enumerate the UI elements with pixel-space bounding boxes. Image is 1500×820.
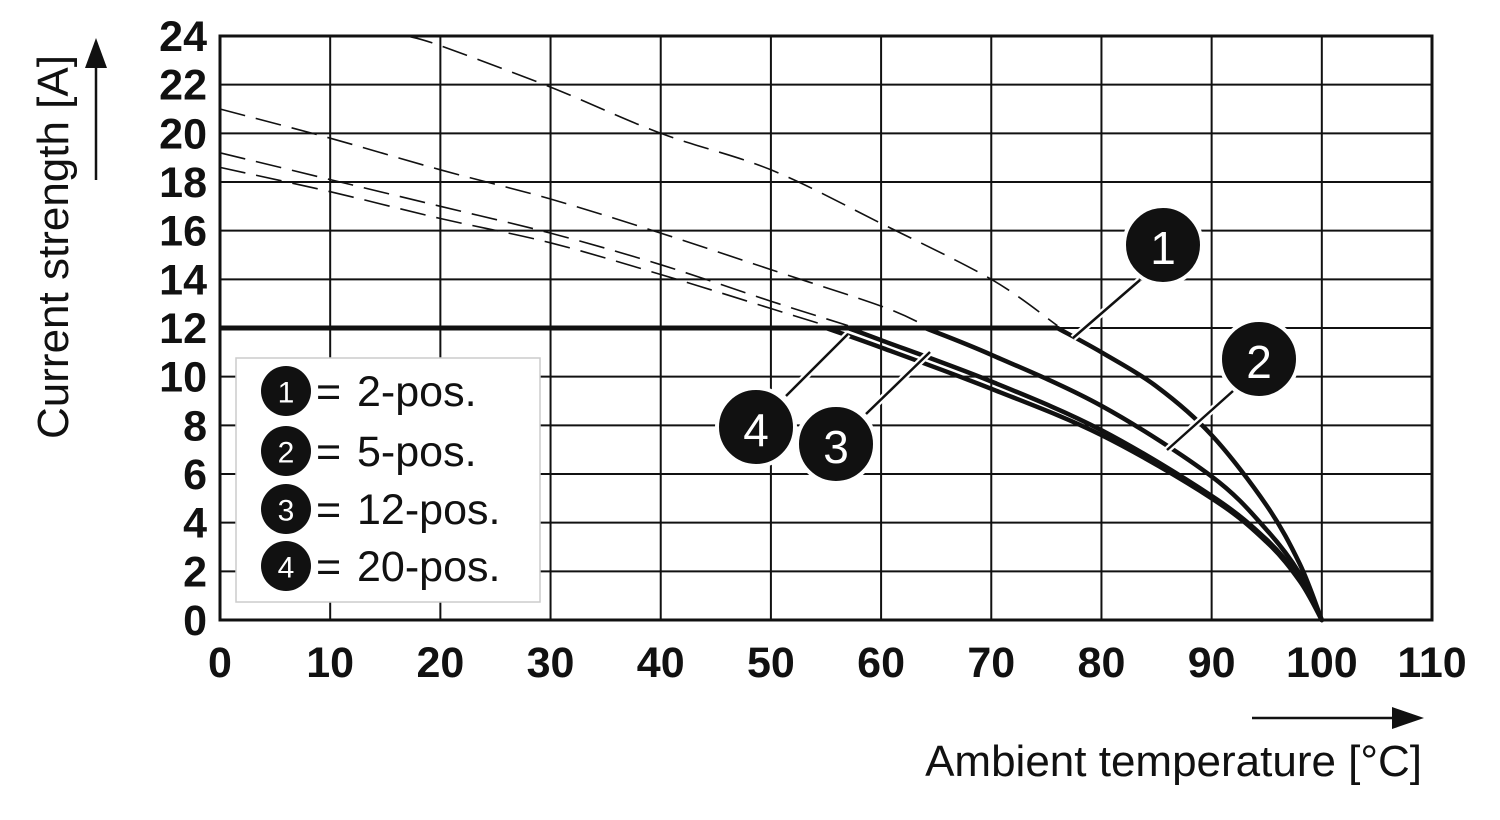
callout-badge-icon [715,386,797,468]
callout-leader-line [785,333,849,397]
legend-item: 2 = 5-pos. [261,426,477,476]
x-tick-labels: 0 10 20 30 40 50 60 70 80 90 100 110 [208,639,1467,687]
legend-item: 1 = 2-pos. [261,366,477,416]
callout-badge-number: 4 [743,404,769,456]
callout-3: 3 [795,349,933,485]
x-tick-label: 70 [967,639,1015,687]
theoretical-curves [219,35,1058,327]
legend-badge-icon [261,484,311,534]
legend-equals: = [316,486,341,534]
callout-leader-line [1072,279,1141,339]
legend-label: 2-pos. [357,368,477,416]
x-axis-title: Ambient temperature [°C] [925,737,1422,786]
legend-label: 20-pos. [357,543,500,591]
theoretical-curve-2 [219,108,926,327]
x-tick-label: 80 [1078,639,1126,687]
x-tick-label: 40 [637,639,685,687]
legend-item: 4 = 20-pos. [261,541,500,591]
y-tick-label: 14 [159,256,207,304]
x-tick-label: 0 [208,639,232,687]
callout-badge-icon [795,403,877,485]
y-tick-label: 8 [183,402,207,450]
legend-label: 12-pos. [357,486,500,534]
legend-badge-icon [261,366,311,416]
callout-badge-number: 1 [1150,222,1176,274]
derating-curve-4 [823,325,1325,623]
y-tick-label: 16 [159,208,207,256]
x-tick-label: 50 [747,639,795,687]
legend-item: 3 = 12-pos. [261,484,500,534]
theoretical-curve-1 [407,35,1058,327]
x-tick-label: 90 [1188,639,1236,687]
legend-badge-number: 2 [278,437,295,470]
legend-equals: = [316,543,341,591]
legend-badge-icon [261,426,311,476]
legend-equals: = [316,428,341,476]
theoretical-curve-3 [219,152,849,327]
derating-curves [220,325,1325,623]
callout-badge-number: 2 [1246,336,1272,388]
callout-badge-icon [1218,318,1300,400]
legend-badge-number: 3 [278,495,295,528]
y-tick-label: 6 [183,451,207,499]
legend-badge-number: 4 [278,552,295,585]
y-tick-label: 2 [183,548,207,596]
x-tick-label: 30 [527,639,575,687]
callouts: 1 2 3 4 [715,204,1300,485]
x-tick-label: 100 [1286,639,1358,687]
y-tick-label: 10 [159,354,207,402]
y-tick-label: 20 [159,110,207,158]
x-axis-arrow-head [1392,707,1424,729]
legend-badge-number: 1 [278,377,295,410]
x-tick-label: 10 [306,639,354,687]
y-axis-title: Current strength [A] [29,55,78,439]
callout-4: 4 [715,331,851,468]
derating-curve-2 [922,325,1325,623]
theoretical-curve-4 [219,166,827,327]
legend: 1 = 2-pos. 2 = 5-pos. 3 = 12-pos. 4 = 20-pos. [235,357,541,603]
derating-curve-1 [1055,325,1325,623]
legend-equals: = [316,368,341,416]
x-tick-label: 60 [857,639,905,687]
y-tick-label: 12 [159,305,207,353]
y-tick-label: 4 [183,500,207,548]
y-axis-arrow-head [85,38,107,68]
y-tick-label: 0 [183,597,207,645]
x-tick-label: 20 [416,639,464,687]
y-tick-label: 22 [159,62,207,110]
plot-frame [218,34,1434,622]
y-tick-label: 18 [159,159,207,207]
x-tick-label: 110 [1397,639,1466,687]
callout-2: 2 [1164,318,1300,453]
legend-label: 5-pos. [357,428,477,476]
y-tick-label: 24 [159,13,207,61]
callout-badge-number: 3 [823,421,849,473]
callout-leader-line [865,351,931,415]
callout-leader-line [1166,390,1234,451]
callout-1: 1 [1070,204,1204,341]
legend-badge-icon [261,541,311,591]
callout-badge-icon [1122,204,1204,286]
